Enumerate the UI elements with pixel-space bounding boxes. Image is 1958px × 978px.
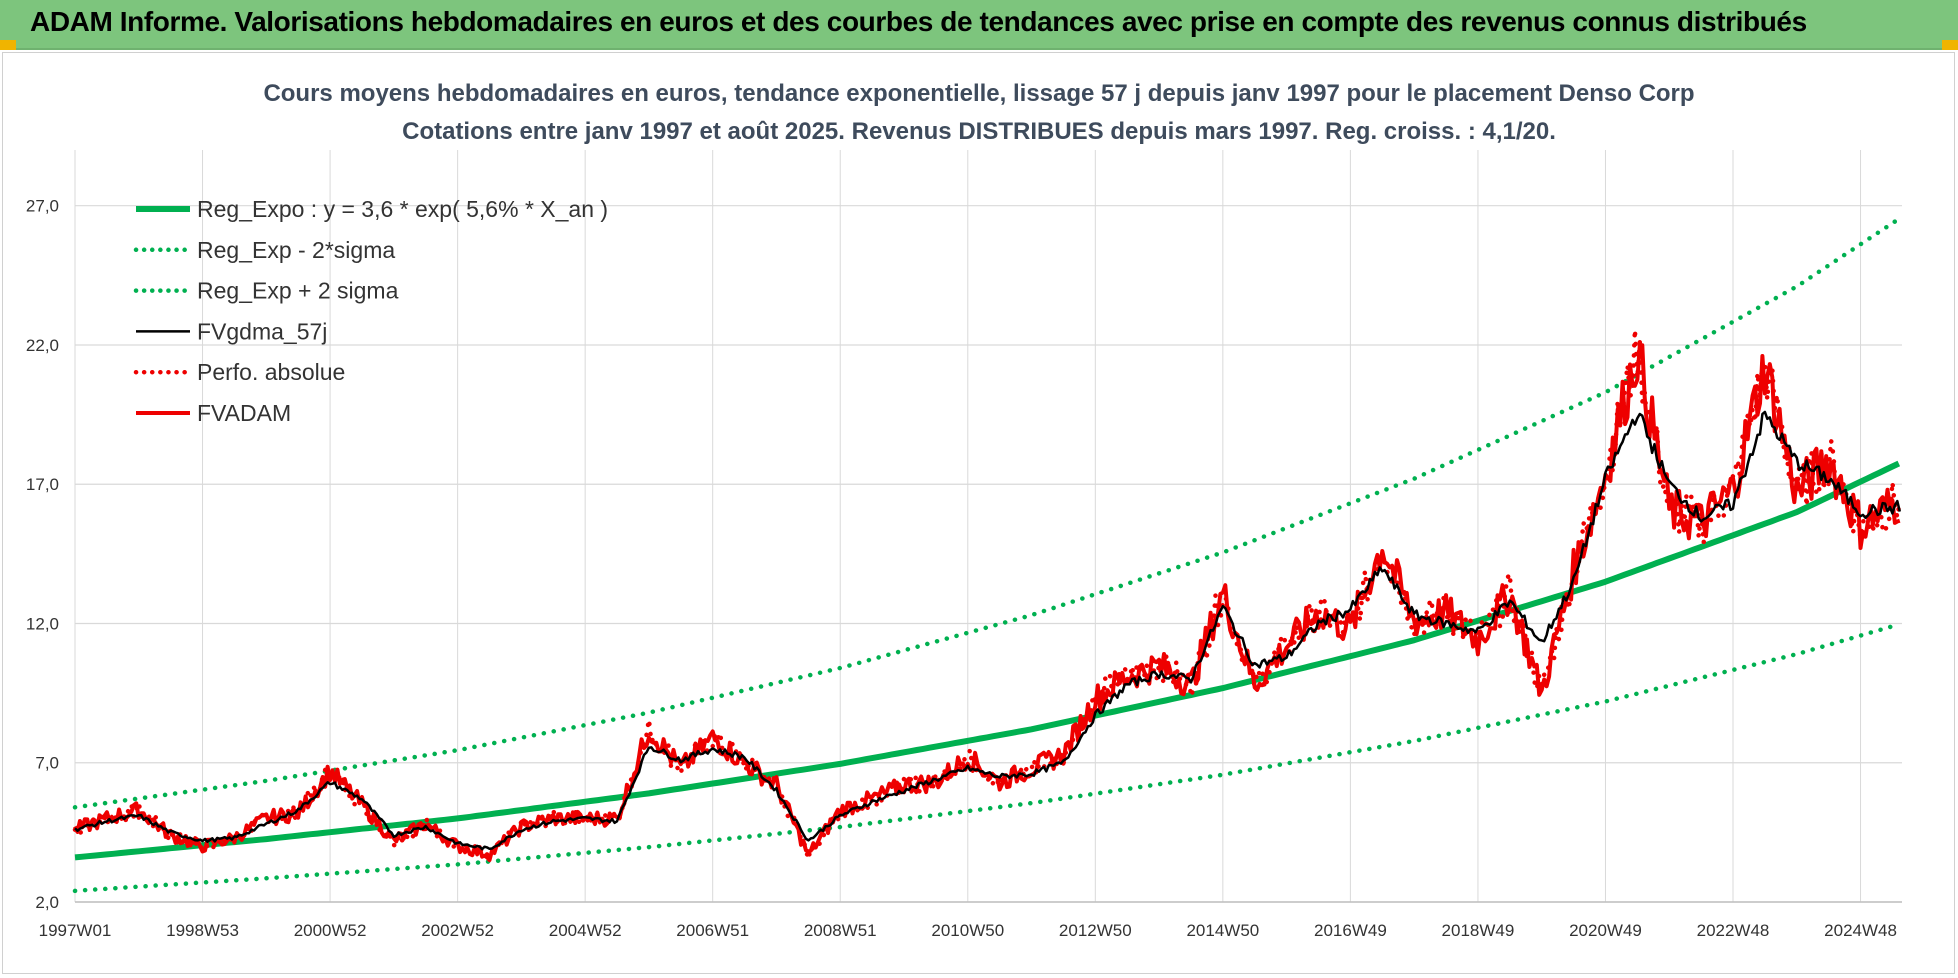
x-tick-label: 2020W49 (1569, 921, 1642, 940)
series-line-3 (74, 410, 1902, 851)
chart-subtitle: Cotations entre janv 1997 et août 2025. … (402, 118, 1556, 145)
x-tick-label: 2016W49 (1314, 921, 1387, 940)
x-tick-label: 2004W52 (549, 921, 622, 940)
x-tick-label: 2018W49 (1442, 921, 1515, 940)
legend-label: Reg_Exp + 2 sigma (197, 278, 399, 304)
x-tick-label: 1997W01 (39, 921, 112, 940)
x-tick-label: 2006W51 (676, 921, 749, 940)
legend-label: FVgdma_57j (197, 318, 327, 344)
y-tick-label: 27,0 (26, 197, 59, 216)
series-line-2 (72, 216, 1902, 810)
corner-marker-left (0, 40, 16, 50)
y-tick-label: 12,0 (26, 614, 59, 633)
legend-label: Reg_Expo : y = 3,6 * exp( 5,6% * X_an ) (197, 196, 608, 222)
y-tick-label: 7,0 (35, 754, 59, 773)
legend-label: Reg_Exp - 2*sigma (197, 237, 395, 263)
x-tick-label: 2008W51 (804, 921, 877, 940)
chart-title: Cours moyens hebdomadaires en euros, ten… (263, 80, 1695, 107)
report-title: ADAM Informe. Valorisations hebdomadaire… (30, 6, 1807, 37)
y-tick-label: 2,0 (35, 893, 59, 912)
x-tick-label: 2000W52 (294, 921, 367, 940)
x-tick-label: 2002W52 (421, 921, 494, 940)
series-line-0 (74, 460, 1901, 861)
x-tick-label: 2014W50 (1186, 921, 1259, 940)
x-tick-label: 2022W48 (1697, 921, 1770, 940)
y-tick-label: 17,0 (26, 475, 59, 494)
y-tick-label: 22,0 (26, 336, 59, 355)
x-tick-label: 2024W48 (1824, 921, 1897, 940)
header-banner: ADAM Informe. Valorisations hebdomadaire… (0, 0, 1958, 50)
legend-label: Perfo. absolue (197, 359, 345, 385)
series-line-1 (72, 622, 1902, 894)
legend-label: FVADAM (197, 400, 291, 426)
x-tick-label: 2010W50 (931, 921, 1004, 940)
chart-frame (2, 52, 1955, 974)
corner-marker-right (1942, 40, 1958, 50)
series-line-5 (73, 343, 1901, 863)
x-tick-label: 2012W50 (1059, 921, 1132, 940)
x-tick-label: 1998W53 (166, 921, 239, 940)
